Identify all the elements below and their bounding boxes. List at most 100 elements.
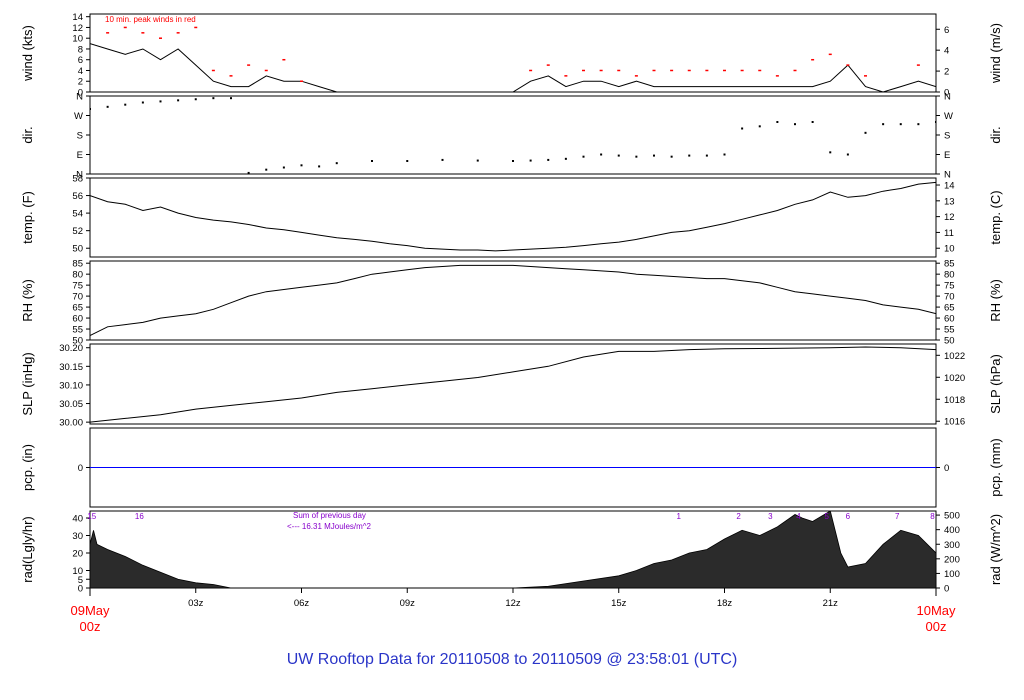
direction-point	[335, 162, 338, 165]
rad-left-tick-label: 30	[72, 531, 83, 542]
direction-point	[688, 154, 691, 157]
radiation-hour-marker: 15	[87, 512, 96, 521]
direction-point	[371, 160, 373, 162]
wind-right-tick-label: 0	[944, 88, 949, 99]
temp-frame	[89, 177, 937, 258]
direction-point	[230, 97, 232, 100]
rh-right-tick-label: 75	[944, 281, 955, 292]
wind-left-tick-label: 10	[72, 34, 83, 45]
pcp-ylabel-right: pcp. (mm)	[988, 438, 1003, 497]
direction-point	[917, 123, 920, 126]
wind-series-line	[90, 43, 936, 92]
direction-point	[512, 160, 514, 162]
direction-point	[758, 125, 761, 128]
rh-frame	[89, 260, 937, 341]
dir-right-tick-label: N	[944, 170, 951, 181]
rad-panel: rad(Lgly/hr) rad (W/m^2)05102030400100200…	[20, 510, 1003, 595]
wind-left-tick-label: 6	[78, 55, 83, 66]
slp-ylabel-right: SLP (hPa)	[988, 354, 1003, 414]
rad-left-tick-label: 20	[72, 549, 83, 560]
dir-right-tick-label: N	[944, 92, 951, 103]
time-tick-label: 06z	[294, 598, 310, 609]
direction-point	[829, 151, 832, 154]
temp-right-tick-label: 12	[944, 212, 955, 223]
direction-point	[899, 123, 902, 126]
rad-right-tick-label: 400	[944, 525, 960, 536]
radiation-sum-label: Sum of previous day	[293, 511, 366, 520]
direction-point	[653, 154, 655, 157]
dir-right-tick-label: W	[944, 111, 953, 122]
rad-left-tick-label: 5	[78, 575, 83, 586]
dir-frame	[89, 95, 937, 175]
radiation-hour-marker: 5	[824, 512, 829, 521]
rh-right-tick-label: 65	[944, 303, 955, 314]
pcp-right-tick-label: 0	[944, 463, 949, 474]
temp-ylabel-left: temp. (F)	[20, 191, 35, 244]
rh-right-tick-label: 60	[944, 314, 955, 325]
rh-right-tick-label: 55	[944, 325, 955, 336]
wind-ylabel-left: wind (kts)	[20, 25, 35, 82]
direction-point	[723, 153, 726, 156]
direction-point	[935, 121, 936, 123]
direction-point	[794, 123, 796, 126]
pcp-ylabel-left: pcp. (in)	[20, 444, 35, 491]
direction-point	[776, 121, 779, 123]
dir-left-tick-label: E	[77, 150, 83, 161]
wind-right-tick-label: 4	[944, 46, 949, 57]
direction-point	[864, 131, 867, 134]
dir-left-tick-label: W	[74, 111, 83, 122]
rh-ylabel-right: RH (%)	[988, 279, 1003, 322]
direction-point	[247, 171, 250, 174]
radiation-hour-marker: 7	[895, 512, 900, 521]
slp-panel: SLP (inHg) SLP (hPa) 30.00 30.05 30.10 30.15 3…	[20, 343, 1003, 428]
direction-point	[582, 155, 585, 158]
slp-right-tick-label: 1020	[944, 373, 965, 384]
slp-series-line	[90, 346, 936, 423]
slp-right-tick-label: 1016	[944, 417, 965, 428]
wind-annotation: 10 min. peak winds in red	[105, 15, 196, 24]
temp-left-tick-label: 52	[72, 226, 83, 237]
dir-right-tick-label: S	[944, 131, 950, 142]
dir-left-tick-label: N	[76, 92, 83, 103]
slp-frame	[89, 343, 937, 425]
temp-left-tick-label: 56	[72, 191, 83, 202]
rh-data	[90, 264, 936, 337]
rh-left-tick-label: 50	[72, 336, 83, 347]
dir-left-tick-label: S	[77, 131, 83, 142]
rh-left-tick-label: 55	[72, 325, 83, 336]
temp-right-tick-label: 11	[944, 228, 954, 239]
rad-right-tick-label: 200	[944, 554, 960, 565]
slp-left-tick-label: 30.00	[59, 418, 83, 429]
rh-right-tick-label: 70	[944, 292, 955, 303]
slp-right-tick-label: 1022	[944, 351, 965, 362]
wind-left-tick-label: 14	[72, 12, 83, 23]
direction-point	[194, 98, 197, 101]
temp-series-line	[90, 181, 936, 252]
wind-left-tick-label: 8	[78, 44, 83, 55]
direction-point	[617, 154, 620, 157]
rad-ylabel-right: rad (W/m^2)	[988, 514, 1003, 585]
rad-left-tick-label: 0	[78, 584, 83, 595]
temp-left-tick-label: 50	[72, 244, 83, 255]
wind-frame	[89, 13, 937, 93]
direction-point	[90, 108, 91, 110]
wind-right-tick-label: 2	[944, 67, 949, 78]
time-start-hour: 00z	[80, 619, 101, 634]
rh-left-tick-label: 70	[72, 292, 83, 303]
slp-left-tick-label: 30.10	[59, 380, 83, 391]
rh-series-line	[90, 264, 936, 337]
temp-right-tick-label: 13	[944, 196, 955, 207]
radiation-area	[90, 511, 936, 588]
temp-right-tick-label: 14	[944, 181, 955, 192]
direction-point	[106, 105, 109, 108]
rh-left-tick-label: 65	[72, 303, 83, 314]
direction-point	[882, 123, 885, 126]
wind-left-tick-label: 4	[78, 66, 83, 77]
direction-point	[441, 158, 444, 161]
rh-right-tick-label: 85	[944, 259, 955, 270]
direction-point	[282, 166, 285, 169]
dir-data	[90, 97, 936, 174]
direction-point	[811, 121, 814, 123]
rh-ylabel-left: RH (%)	[20, 279, 35, 322]
